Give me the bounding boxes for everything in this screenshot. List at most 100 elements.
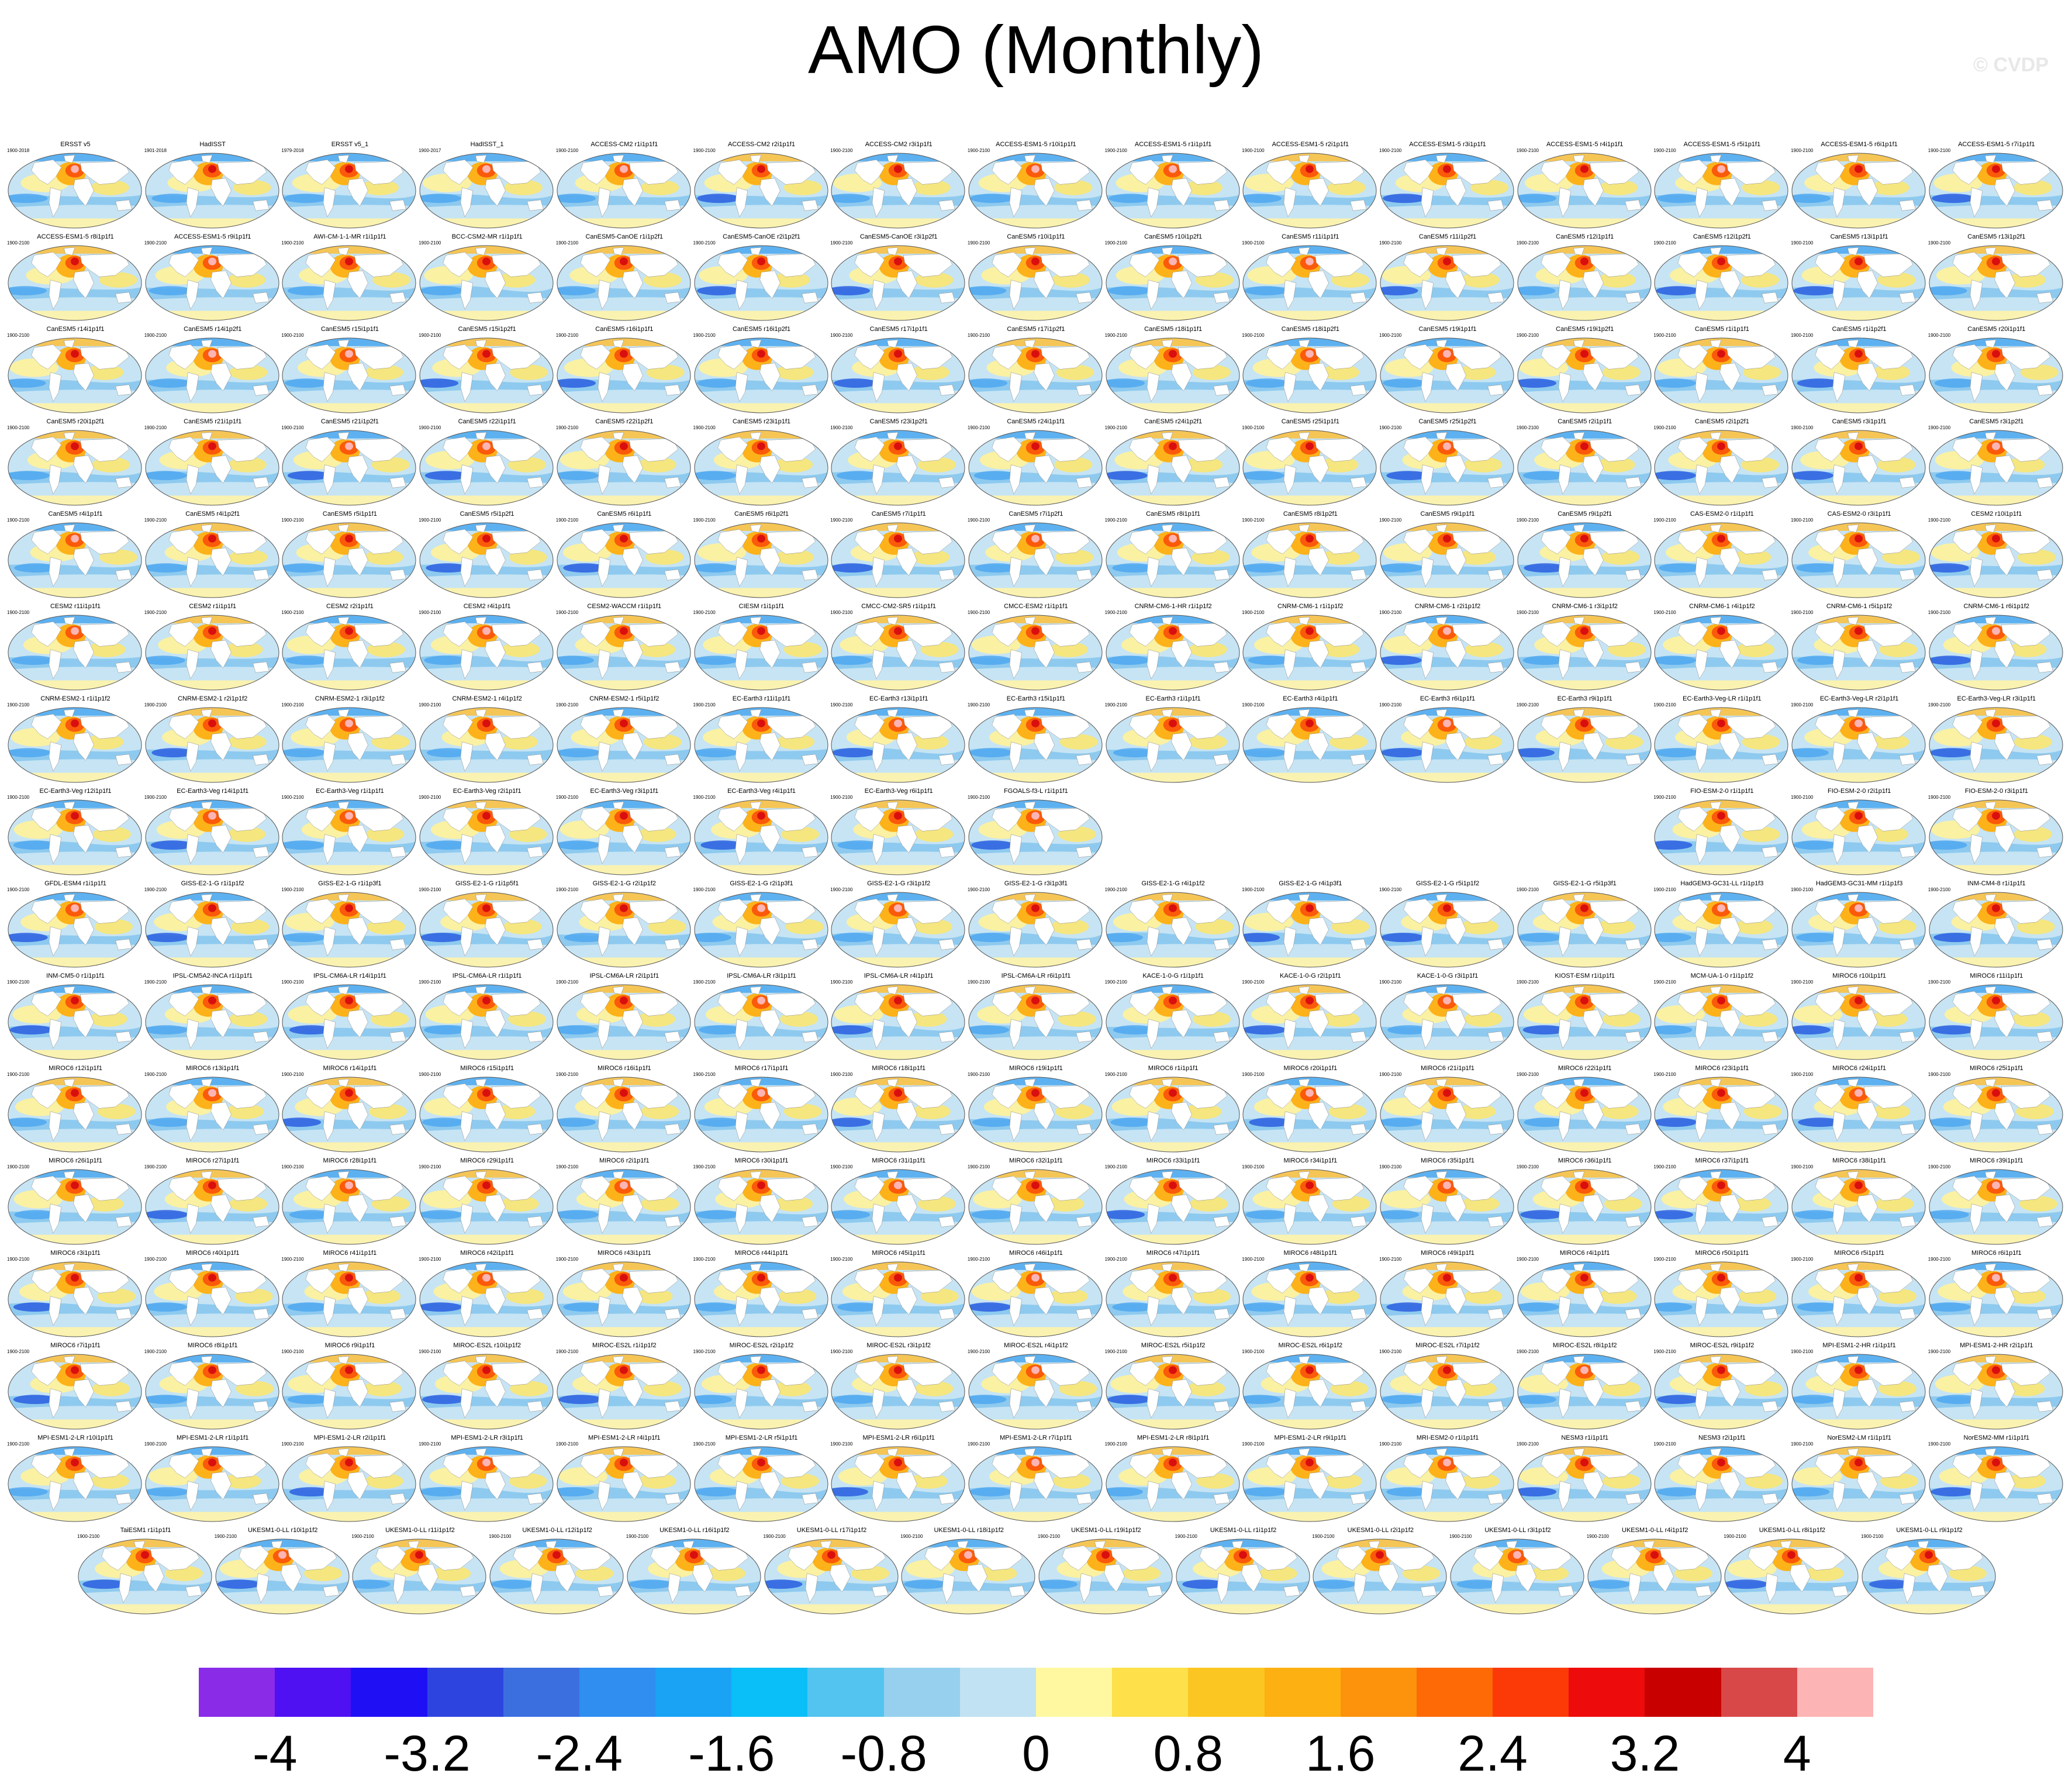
atlantic-peak [345, 812, 354, 820]
land-mask [1034, 455, 1055, 484]
land-mask [527, 1216, 544, 1227]
land-mask [1624, 754, 1642, 765]
land-mask [1129, 251, 1159, 277]
map-panel: ACCESS-ESM1-5 r2i1p1f1 1900-2100 [1242, 140, 1379, 230]
panel-title: INM-CM4-8 r1i1p1f1 [1967, 880, 2026, 887]
land-mask [527, 1400, 544, 1412]
southern-ocean [282, 1327, 416, 1337]
atlantic-peak [1717, 1181, 1726, 1189]
panel-title: CanESM5 r6i1p1f1 [597, 510, 652, 518]
land-mask [527, 477, 544, 488]
map-plot [8, 892, 142, 968]
map-plot [1791, 984, 1926, 1060]
atlantic-peak [757, 350, 765, 358]
atlantic-peak [1168, 996, 1177, 1005]
map-outline [831, 430, 965, 506]
southern-ocean [1106, 311, 1239, 320]
southern-ocean [694, 1234, 828, 1244]
southern-ocean [1655, 680, 1788, 690]
southern-ocean [145, 403, 279, 413]
land-mask [49, 372, 62, 402]
land-mask [1009, 187, 1022, 218]
land-mask [64, 340, 75, 348]
pacific-anomaly [694, 656, 738, 665]
map-panel: CanESM5 r16i1p2f1 1900-2100 [693, 325, 830, 415]
map-panel: UKESM1-0-LL r18i1p1f2 1900-2100 [900, 1526, 1037, 1616]
panel-title: EC-Earth3-Veg r4i1p1f1 [727, 788, 796, 795]
atlantic-peak [619, 812, 628, 820]
land-mask [1487, 754, 1504, 765]
atlantic-peak [757, 1458, 765, 1467]
atlantic-peak [1855, 165, 1863, 173]
land-mask [1899, 477, 1916, 488]
land-mask [938, 292, 955, 303]
panel-title: UKESM1-0-LL r16i1p1f2 [659, 1527, 730, 1534]
map-panel: MIROC6 r15i1p1f1 1900-2100 [419, 1064, 555, 1154]
atlantic-peak [71, 627, 79, 635]
map-plot [557, 1169, 691, 1245]
land-mask [185, 1585, 202, 1597]
southern-ocean [1517, 403, 1651, 413]
atlantic-peak [482, 719, 491, 727]
panel-title: EC-Earth3-Veg r14i1p1f1 [177, 788, 249, 795]
map-plot [1791, 892, 1926, 968]
land-mask [389, 1493, 407, 1505]
map-outline [8, 337, 142, 413]
land-mask [938, 477, 955, 488]
panel-title: UKESM1-0-LL r2i1p1f2 [1347, 1527, 1414, 1534]
map-outline [968, 337, 1103, 413]
land-mask [1952, 159, 1983, 185]
land-mask [1350, 754, 1367, 765]
land-mask [305, 251, 336, 277]
atlantic-peak [619, 1366, 628, 1374]
land-mask [389, 1400, 407, 1412]
map-plot [1929, 615, 2063, 691]
land-mask [598, 280, 610, 310]
atlantic-peak [415, 1551, 424, 1559]
pacific-anomaly [557, 194, 596, 203]
land-mask [1624, 1493, 1642, 1505]
land-mask [1350, 1493, 1367, 1505]
atlantic-peak [1580, 534, 1588, 543]
map-plot [694, 1446, 828, 1522]
atlantic-peak [894, 1366, 903, 1374]
map-panel: GISS-E2-1-G r1i1p5f1 1900-2100 [419, 879, 555, 970]
panel-period: 1900-2100 [1516, 240, 1539, 246]
atlantic-peak [1168, 1274, 1177, 1282]
panel-period: 1900-2100 [693, 333, 716, 338]
map-outline [968, 245, 1103, 321]
map-panel: MIROC6 r17i1p1f1 1900-2100 [693, 1064, 830, 1154]
map-plot [1517, 1261, 1652, 1337]
panel-period: 1900-2100 [1104, 240, 1127, 246]
panel-title: EC-Earth3 r1i1p1f1 [1145, 695, 1201, 702]
atlantic-peak [1031, 996, 1040, 1005]
pacific-anomaly [1380, 286, 1418, 296]
southern-ocean [557, 865, 690, 875]
map-panel: MIROC6 r38i1p1f1 1900-2100 [1791, 1157, 1928, 1247]
panel-title: INM-CM5-0 r1i1p1f1 [46, 972, 105, 979]
panel-title: CanESM5 r20i1p1f1 [1967, 326, 2026, 333]
map-plot [1517, 892, 1652, 968]
southern-ocean [145, 588, 279, 598]
land-mask [750, 340, 761, 348]
land-mask [1161, 247, 1173, 256]
southern-ocean [1243, 680, 1377, 690]
map-outline [1106, 153, 1240, 229]
southern-ocean [8, 588, 141, 598]
southern-ocean [8, 403, 141, 413]
land-mask [168, 344, 199, 370]
land-mask [1583, 178, 1604, 206]
colorbar-box [1112, 1668, 1189, 1717]
atlantic-peak [1717, 904, 1726, 912]
southern-ocean [694, 1142, 828, 1152]
map-plot [901, 1538, 1035, 1614]
southern-ocean [1243, 403, 1377, 413]
pacific-anomaly [1313, 1579, 1356, 1589]
land-mask [323, 372, 336, 402]
atlantic-peak [208, 350, 216, 358]
map-plot [1929, 799, 2063, 875]
map-plot [1106, 153, 1240, 229]
panel-title: CanESM5 r4i1p1f1 [48, 510, 103, 518]
panel-title: NESM3 r2i1p1f1 [1698, 1434, 1746, 1441]
map-plot [1929, 430, 2063, 506]
